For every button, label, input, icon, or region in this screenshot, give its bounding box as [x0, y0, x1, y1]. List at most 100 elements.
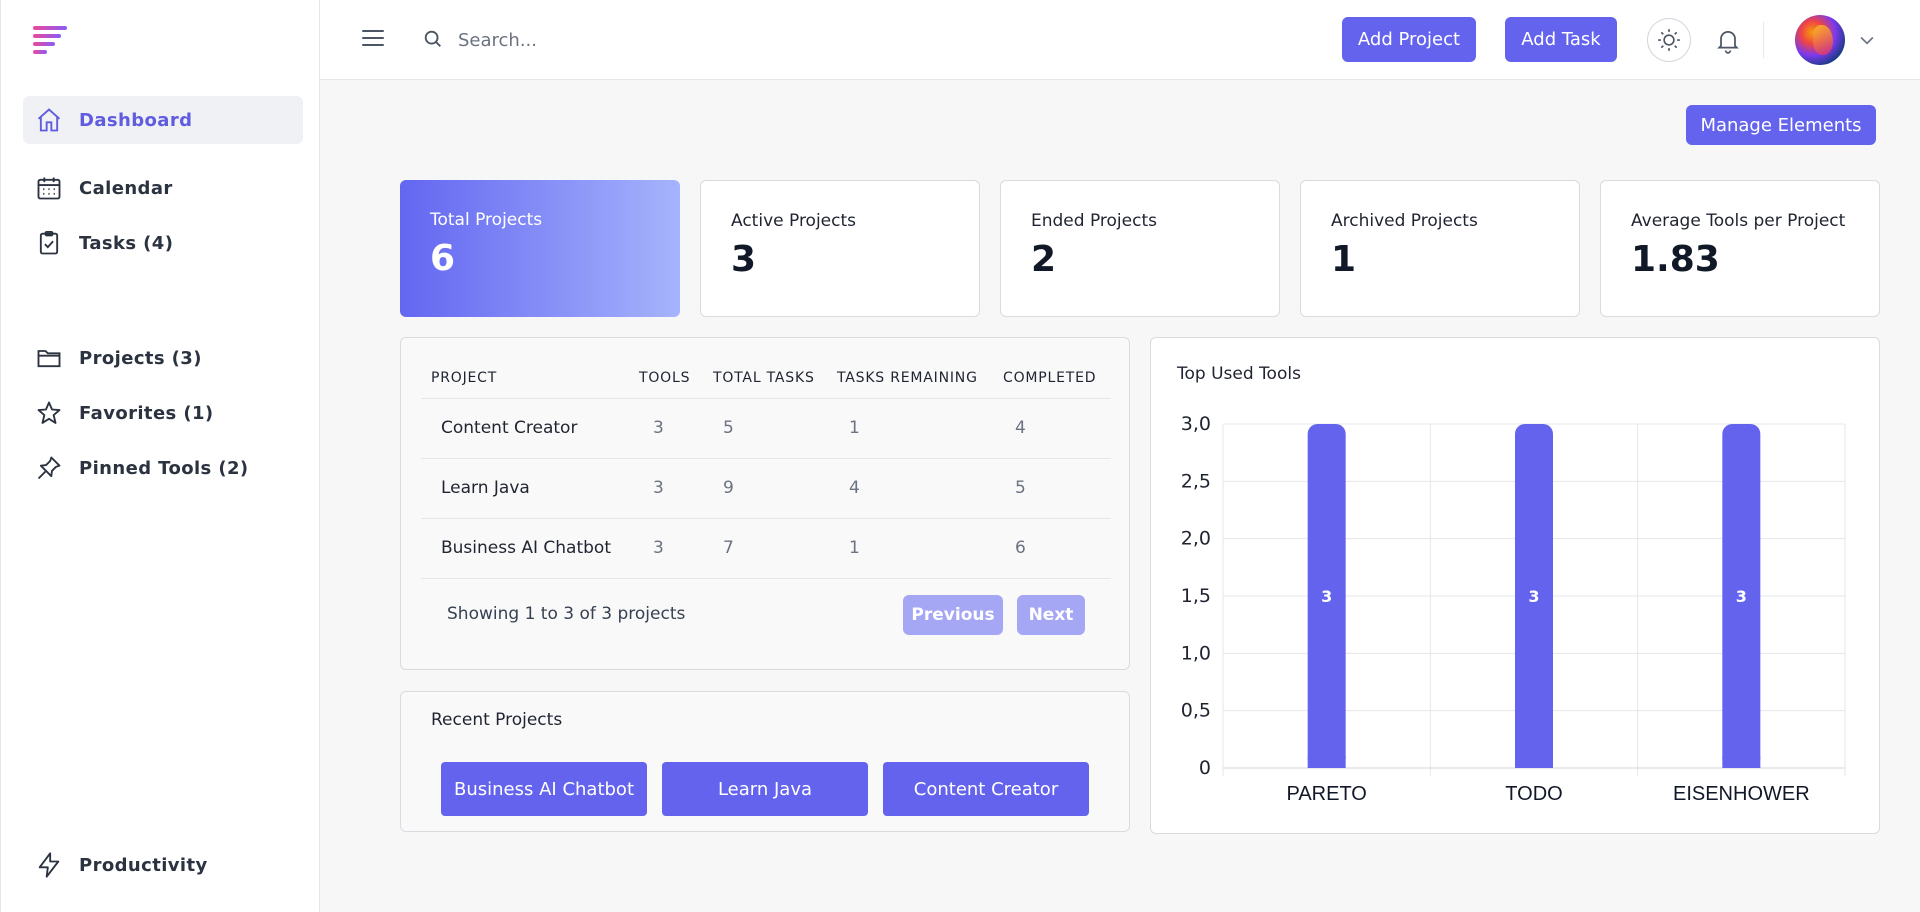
bar [1722, 424, 1761, 768]
sidebar-item-label: Favorites (1) [79, 402, 214, 424]
stat-value: 3 [731, 239, 757, 280]
y-tick-label: 3,0 [1181, 413, 1211, 435]
sidebar: Dashboard Calendar Tasks (4) Projects (3… [0, 0, 320, 912]
stat-card-archived-projects: Archived Projects 1 [1300, 180, 1580, 317]
sidebar-item-tasks[interactable]: Tasks (4) [23, 219, 303, 267]
cell-total-tasks: 9 [703, 458, 827, 519]
x-tick-label: TODO [1505, 783, 1562, 805]
bell-icon[interactable] [1714, 26, 1742, 54]
recent-project-button[interactable]: Learn Java [662, 762, 868, 816]
top-header: Add Project Add Task [320, 0, 1920, 80]
app-logo[interactable] [33, 26, 69, 56]
recent-project-button[interactable]: Content Creator [883, 762, 1089, 816]
sidebar-item-pinned-tools[interactable]: Pinned Tools (2) [23, 444, 303, 492]
sidebar-item-label: Pinned Tools (2) [79, 457, 249, 479]
stat-label: Average Tools per Project [1631, 211, 1846, 231]
sidebar-item-label: Dashboard [79, 109, 193, 131]
y-tick-label: 0 [1199, 757, 1211, 779]
data-label: 3 [1736, 587, 1747, 606]
cell-total-tasks: 7 [703, 518, 827, 579]
x-tick-label: EISENHOWER [1673, 783, 1810, 805]
sidebar-item-label: Projects (3) [79, 347, 202, 369]
stat-card-average-tools: Average Tools per Project 1.83 [1600, 180, 1880, 317]
stat-value: 1.83 [1631, 239, 1720, 280]
cell-tools: 3 [629, 398, 703, 459]
recent-projects-title: Recent Projects [431, 710, 563, 730]
bar [1307, 424, 1346, 768]
stat-value: 6 [430, 238, 456, 279]
sidebar-item-dashboard[interactable]: Dashboard [23, 96, 303, 144]
cell-project: Business AI Chatbot [421, 518, 629, 579]
data-label: 3 [1321, 587, 1332, 606]
stat-value: 2 [1031, 239, 1057, 280]
cell-project: Learn Java [421, 458, 629, 519]
cell-tools: 3 [629, 458, 703, 519]
cell-tasks-remaining: 4 [827, 458, 993, 519]
cell-tasks-remaining: 1 [827, 398, 993, 459]
clipboard-check-icon [35, 229, 63, 257]
column-header-project[interactable]: PROJECT [421, 358, 629, 399]
cell-project: Content Creator [421, 398, 629, 459]
stat-card-active-projects: Active Projects 3 [700, 180, 980, 317]
pin-icon [35, 454, 63, 482]
stat-value: 1 [1331, 239, 1357, 280]
next-button[interactable]: Next [1017, 595, 1085, 635]
bar-base [1307, 756, 1346, 768]
data-label: 3 [1528, 587, 1539, 606]
cell-total-tasks: 5 [703, 398, 827, 459]
pagination-info: Showing 1 to 3 of 3 projects [447, 604, 686, 624]
table-header-row: PROJECT TOOLS TOTAL TASKS TASKS REMAININ… [421, 358, 1111, 399]
sidebar-item-label: Calendar [79, 177, 173, 199]
recent-projects-card: Recent Projects Business AI Chatbot Lear… [400, 691, 1130, 832]
sidebar-item-productivity[interactable]: Productivity [23, 841, 303, 889]
add-task-button[interactable]: Add Task [1505, 17, 1617, 62]
previous-button[interactable]: Previous [903, 595, 1003, 635]
stat-card-total-projects: Total Projects 6 [400, 180, 680, 317]
column-header-total-tasks[interactable]: TOTAL TASKS [703, 358, 827, 399]
bar [1515, 424, 1553, 768]
y-tick-label: 2,5 [1181, 470, 1211, 492]
sidebar-item-label: Productivity [79, 854, 208, 876]
table-row[interactable]: Content Creator 3 5 1 4 [421, 398, 1111, 459]
add-project-button[interactable]: Add Project [1342, 17, 1476, 62]
avatar[interactable] [1795, 15, 1845, 65]
projects-table: PROJECT TOOLS TOTAL TASKS TASKS REMAININ… [421, 358, 1111, 579]
search-icon [422, 28, 444, 50]
header-divider [1763, 22, 1764, 58]
folder-icon [35, 344, 63, 372]
column-header-tasks-remaining[interactable]: TASKS REMAINING [827, 358, 993, 399]
chart-title: Top Used Tools [1177, 364, 1301, 384]
table-row[interactable]: Business AI Chatbot 3 7 1 6 [421, 518, 1111, 579]
y-tick-label: 1,0 [1181, 642, 1211, 664]
cell-completed: 5 [993, 458, 1111, 519]
column-header-completed[interactable]: COMPLETED [993, 358, 1111, 399]
y-tick-label: 2,0 [1181, 528, 1211, 550]
bar-base [1515, 756, 1553, 768]
sidebar-item-favorites[interactable]: Favorites (1) [23, 389, 303, 437]
y-tick-label: 1,5 [1181, 585, 1211, 607]
top-used-tools-chart: 0 0,5 1,0 1,5 2,0 2,5 3,0 3 PARETO 3 TODO 3 EISENHOW… [1181, 413, 1846, 805]
chevron-down-icon[interactable] [1857, 30, 1877, 50]
x-tick-label: PARETO [1286, 783, 1366, 805]
projects-table-card: PROJECT TOOLS TOTAL TASKS TASKS REMAININ… [400, 337, 1130, 670]
sidebar-item-projects[interactable]: Projects (3) [23, 334, 303, 382]
theme-toggle-button[interactable] [1647, 18, 1691, 62]
y-tick-label: 0,5 [1181, 700, 1211, 722]
stat-label: Total Projects [430, 210, 543, 230]
cell-tools: 3 [629, 518, 703, 579]
bar-base [1722, 756, 1761, 768]
star-icon [35, 399, 63, 427]
sidebar-item-label: Tasks (4) [79, 232, 174, 254]
recent-project-button[interactable]: Business AI Chatbot [441, 762, 647, 816]
top-used-tools-chart-card: Top Used Tools 0 0,5 1,0 1,5 2,0 2,5 3,0 3 PARET… [1150, 337, 1880, 834]
home-icon [35, 106, 63, 134]
stat-label: Ended Projects [1031, 211, 1157, 231]
cell-completed: 6 [993, 518, 1111, 579]
column-header-tools[interactable]: TOOLS [629, 358, 703, 399]
table-row[interactable]: Learn Java 3 9 4 5 [421, 458, 1111, 519]
stat-card-ended-projects: Ended Projects 2 [1000, 180, 1280, 317]
manage-elements-button[interactable]: Manage Elements [1686, 105, 1876, 145]
sidebar-item-calendar[interactable]: Calendar [23, 164, 303, 212]
search-input[interactable] [458, 22, 858, 58]
menu-icon[interactable] [362, 30, 386, 50]
